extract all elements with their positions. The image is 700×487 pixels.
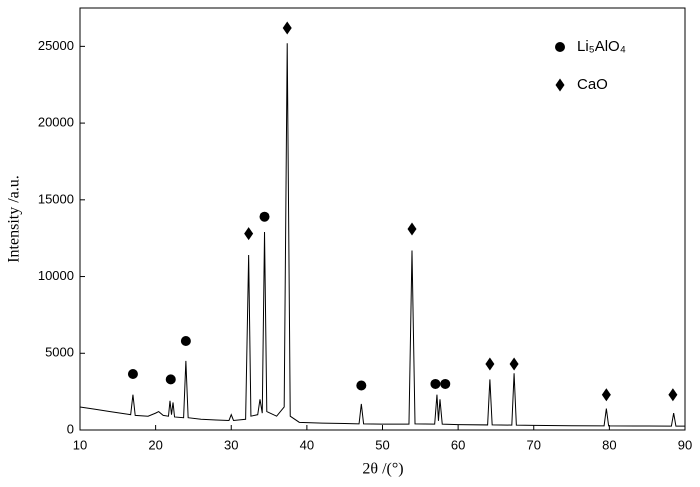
x-tick-label: 60	[451, 437, 465, 452]
y-tick-label: 15000	[38, 191, 74, 206]
phase-marker	[440, 378, 451, 389]
x-tick-label: 80	[602, 437, 616, 452]
plot-frame	[79, 7, 686, 431]
legend-symbol	[555, 42, 565, 52]
y-tick-label: 25000	[38, 38, 74, 53]
legend-label: CaO	[577, 76, 608, 93]
x-tick-label: 30	[224, 437, 238, 452]
phase-marker	[127, 368, 138, 379]
phase-marker	[259, 211, 270, 222]
y-tick-label: 20000	[38, 115, 74, 130]
x-tick-label: 50	[375, 437, 389, 452]
y-tick-label: 5000	[45, 345, 74, 360]
x-axis-title: 2θ /(°)	[362, 461, 403, 478]
x-tick-label: 10	[73, 437, 87, 452]
phase-marker	[509, 357, 519, 371]
x-tick-label: 90	[678, 437, 692, 452]
phase-marker	[356, 380, 367, 391]
x-tick-label: 70	[527, 437, 541, 452]
phase-marker	[180, 335, 191, 346]
y-axis-title: Intensity /a.u.	[6, 175, 23, 263]
phase-marker	[407, 222, 417, 236]
phase-marker	[601, 388, 611, 402]
phase-marker	[282, 21, 292, 35]
legend-label: Li₅AlO₄	[577, 38, 626, 55]
y-tick-label: 10000	[38, 268, 74, 283]
x-tick-label: 40	[300, 437, 314, 452]
phase-marker	[668, 388, 678, 402]
y-tick-label: 0	[67, 421, 74, 436]
phase-marker	[165, 374, 176, 385]
x-tick-label: 20	[148, 437, 162, 452]
legend-symbol	[555, 78, 565, 92]
phase-marker	[485, 357, 495, 371]
xrd-pattern	[79, 43, 685, 427]
phase-marker	[244, 227, 254, 241]
phase-marker	[430, 378, 441, 389]
